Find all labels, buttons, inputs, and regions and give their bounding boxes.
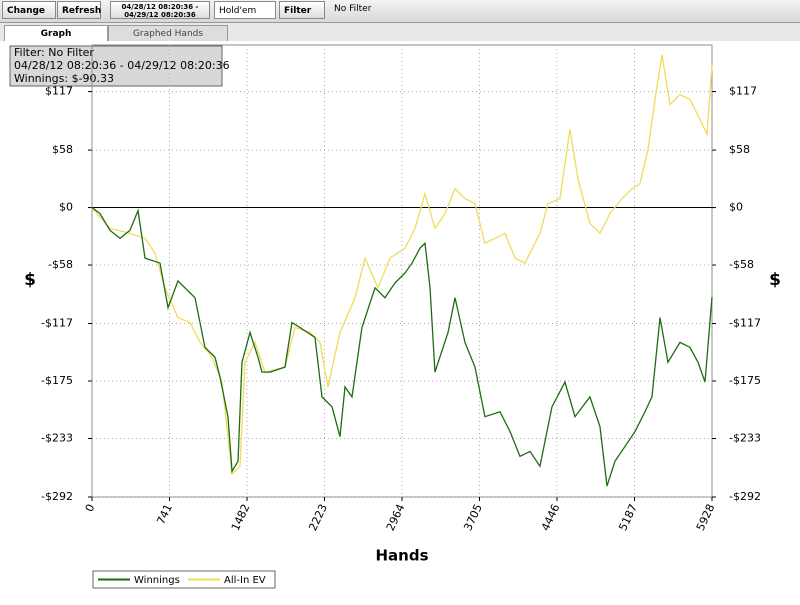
info-box <box>9 45 223 87</box>
date-to: 04/29/12 08:20:36 <box>124 11 196 19</box>
y-tick-label: $58 <box>52 143 73 156</box>
date-from: 04/28/12 08:20:36 - <box>121 3 199 11</box>
x-tick-label: 5928 <box>694 502 718 533</box>
tab-bar: Graph Graphed Hands <box>0 23 800 41</box>
y-tick-label: -$58 <box>729 258 754 271</box>
x-tick-label: 4446 <box>539 502 563 533</box>
date-range[interactable]: 04/28/12 08:20:36 -04/29/12 08:20:36 <box>110 1 210 19</box>
x-axis-label: Hands <box>375 547 428 565</box>
filter-button[interactable]: Filter <box>279 1 325 19</box>
y-axis-label: $ <box>769 270 781 290</box>
y-tick-label: -$292 <box>729 490 761 503</box>
info-line: 04/28/12 08:20:36 - 04/29/12 08:20:36 <box>14 59 230 72</box>
y-tick-label: $58 <box>729 143 750 156</box>
y-tick-label: -$233 <box>729 432 761 445</box>
y-tick-label: -$175 <box>41 374 73 387</box>
y-tick-label: $0 <box>729 201 743 214</box>
x-tick-label: 1482 <box>229 502 253 533</box>
tab[interactable]: Graph <box>4 25 108 41</box>
change-button[interactable]: Change <box>2 1 56 19</box>
x-tick-label: 5187 <box>616 502 640 533</box>
y-tick-label: -$117 <box>41 317 73 330</box>
info-line: Winnings: $-90.33 <box>14 72 114 85</box>
x-tick-label: 2223 <box>306 502 330 533</box>
x-tick-label: 741 <box>154 502 175 527</box>
game-select[interactable]: Hold'em <box>214 1 276 19</box>
legend <box>92 570 276 589</box>
y-tick-label: -$175 <box>729 374 761 387</box>
tab[interactable]: Graphed Hands <box>108 25 228 41</box>
y-tick-label: $117 <box>729 85 757 98</box>
y-tick-label: -$58 <box>48 258 73 271</box>
toolbar: Change Refresh 04/28/12 08:20:36 -04/29/… <box>0 0 800 23</box>
legend-label: Winnings <box>134 575 180 586</box>
series-line <box>91 207 713 487</box>
filter-status: No Filter <box>334 4 372 14</box>
info-line: Filter: No Filter <box>14 46 94 59</box>
y-tick-label: $0 <box>59 201 73 214</box>
x-tick-label: 0 <box>83 502 98 514</box>
y-tick-label: -$233 <box>41 432 73 445</box>
y-axis-label: $ <box>24 270 36 290</box>
x-tick-label: 3705 <box>461 502 485 533</box>
chart: Filter: No Filter 04/28/12 08:20:36 - 04… <box>0 41 800 605</box>
refresh-button[interactable]: Refresh <box>57 1 101 19</box>
y-tick-label: -$292 <box>41 490 73 503</box>
y-tick-label: -$117 <box>729 317 761 330</box>
x-tick-label: 2964 <box>384 502 408 533</box>
legend-label: All-In EV <box>224 575 266 586</box>
y-tick-label: $117 <box>45 85 73 98</box>
